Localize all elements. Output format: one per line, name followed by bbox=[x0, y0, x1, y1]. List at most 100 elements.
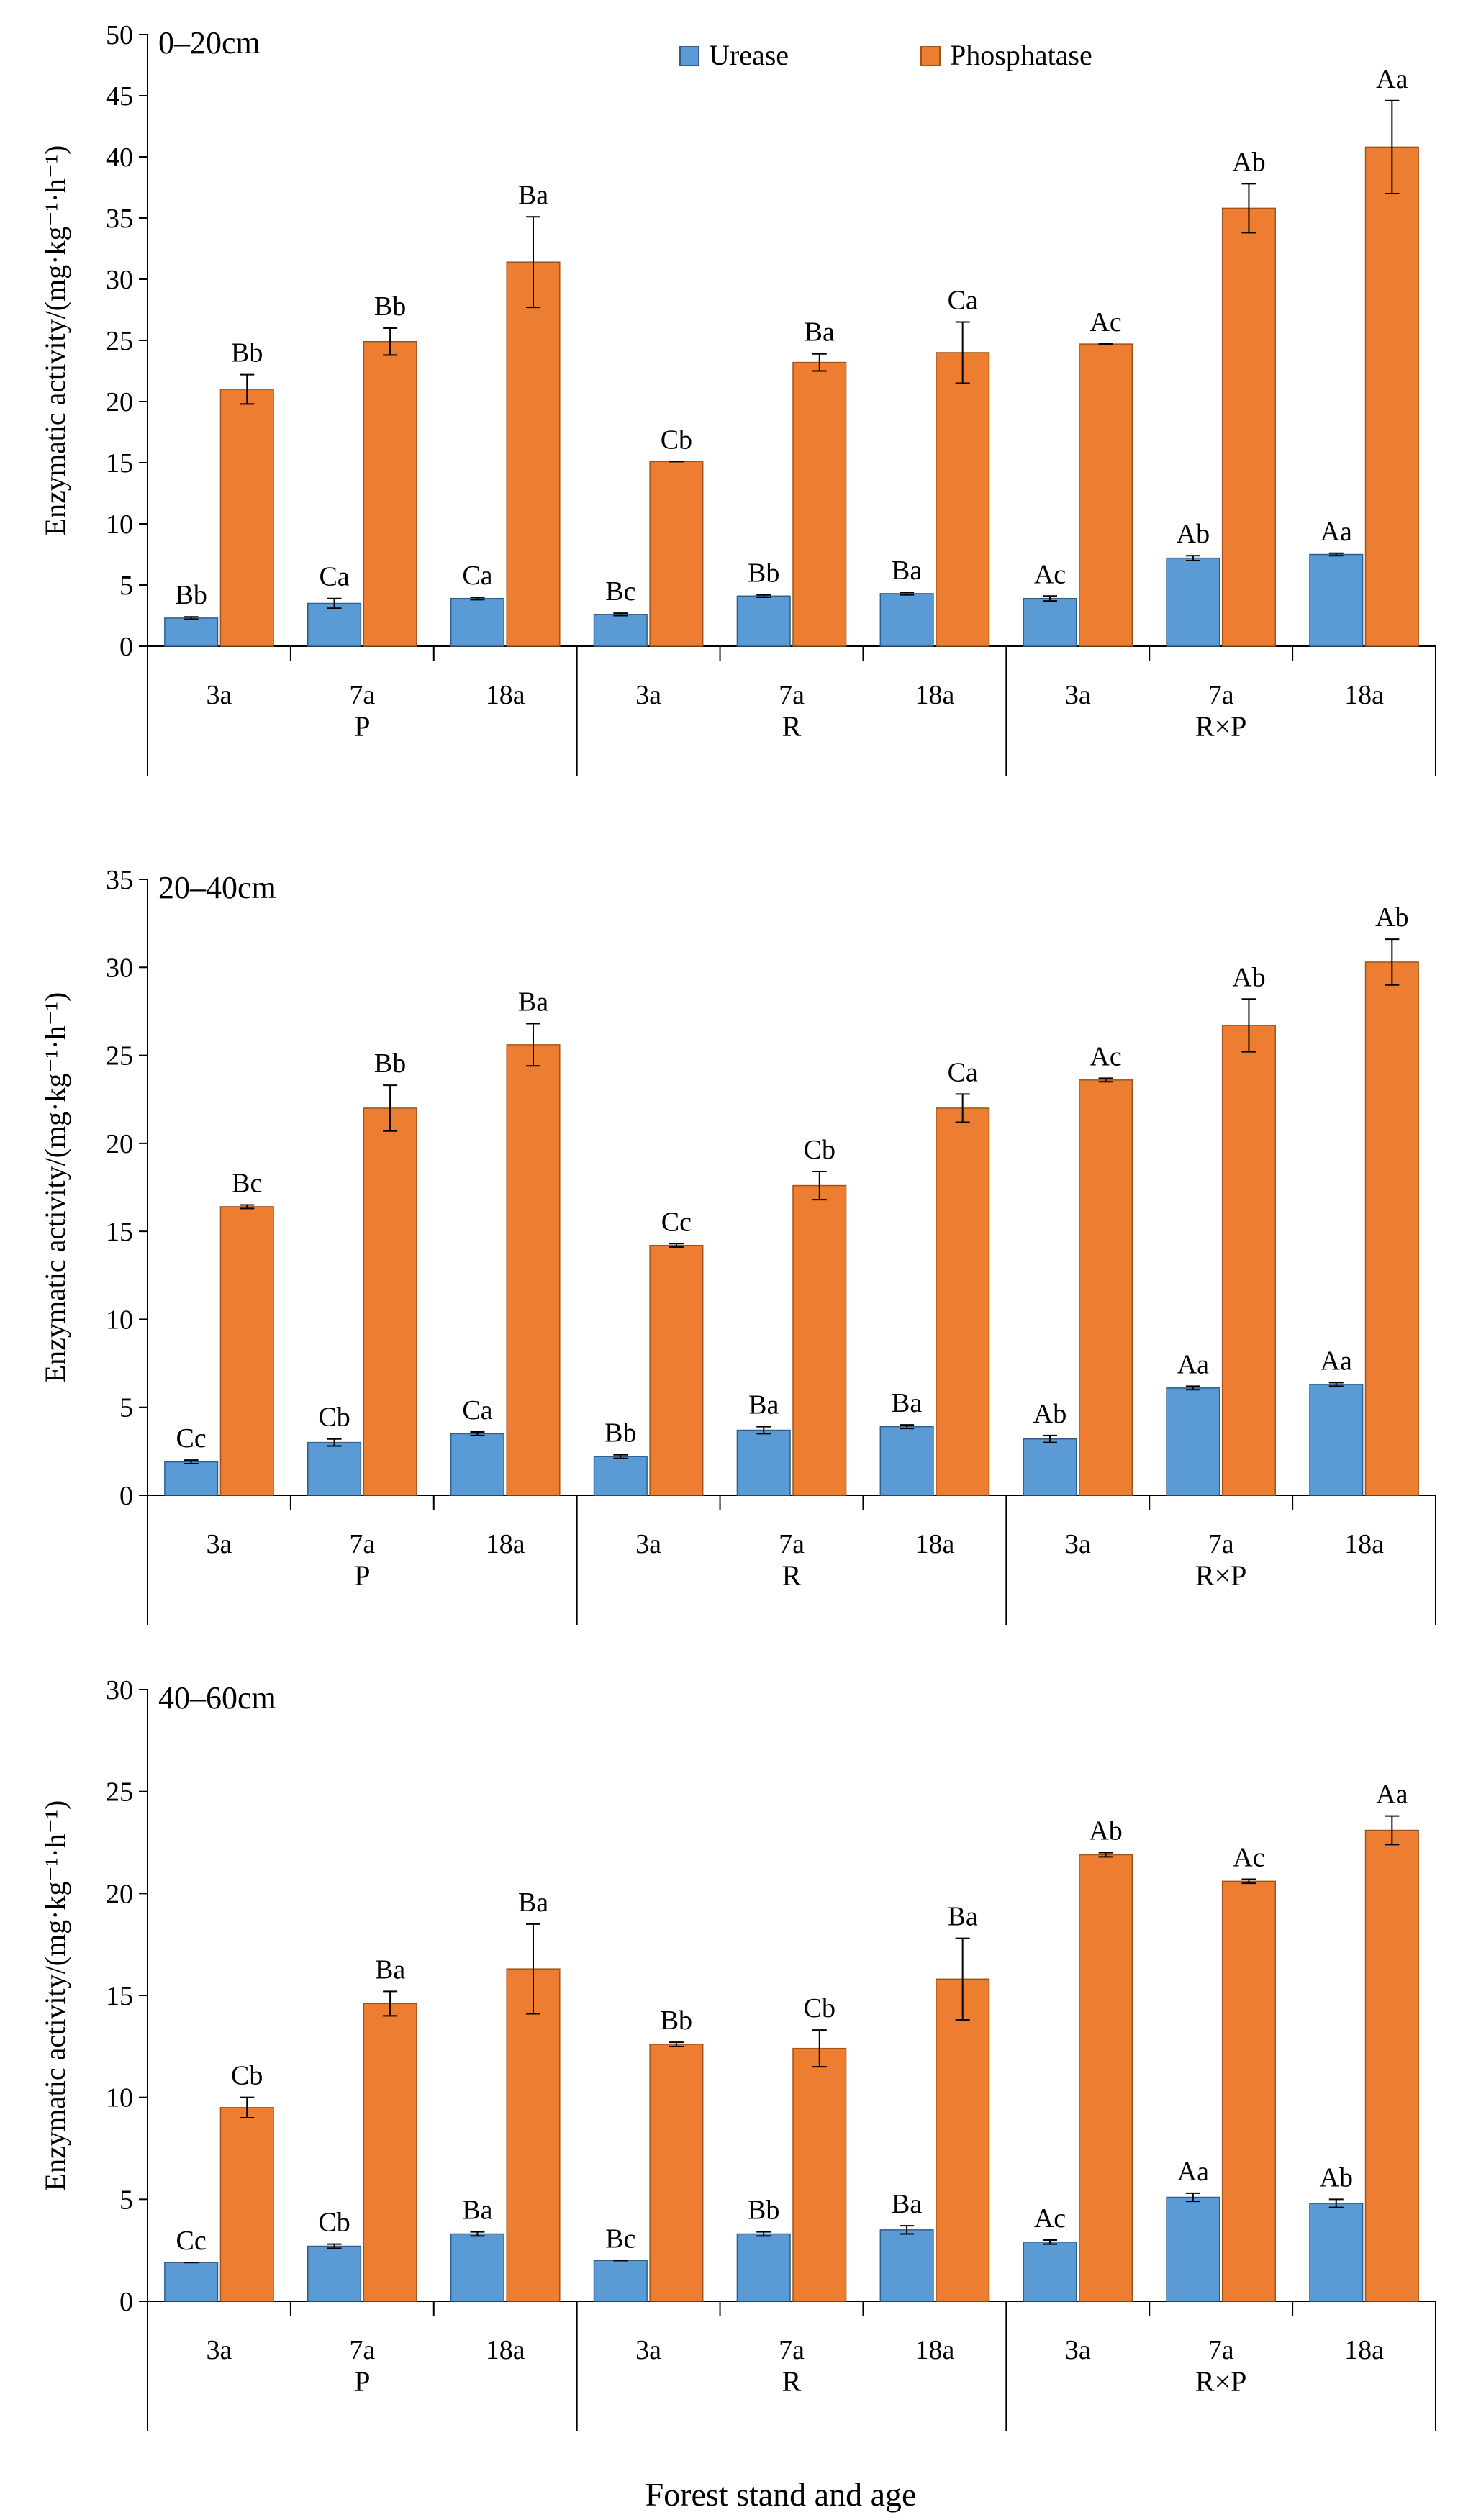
x-tick-label: 7a bbox=[1208, 1529, 1234, 1559]
y-tick-label: 0 bbox=[119, 1481, 133, 1511]
significance-label: Ba bbox=[948, 1902, 978, 1932]
y-axis-label: Enzymatic activity/(mg·kg⁻¹·h⁻¹) bbox=[39, 1800, 71, 2191]
urease-bar bbox=[1023, 1438, 1077, 1496]
significance-label: Aa bbox=[1376, 64, 1408, 94]
urease-bar bbox=[593, 1456, 648, 1496]
significance-label: Ab bbox=[1089, 1816, 1122, 1846]
panel-title: 40–60cm bbox=[158, 1680, 276, 1715]
y-tick-label: 0 bbox=[119, 2287, 133, 2317]
y-tick-label: 15 bbox=[106, 1217, 133, 1247]
urease-bar bbox=[164, 2262, 219, 2302]
urease-bar bbox=[593, 614, 648, 647]
urease-bar bbox=[1309, 2203, 1364, 2302]
y-tick-label: 30 bbox=[106, 265, 133, 295]
x-tick-label: 18a bbox=[915, 680, 954, 710]
phosphatase-bar bbox=[649, 461, 704, 647]
x-tick-label: 3a bbox=[207, 680, 232, 710]
x-tick-label: 7a bbox=[779, 2335, 805, 2365]
y-tick-label: 20 bbox=[106, 1879, 133, 1909]
phosphatase-bar bbox=[506, 1968, 561, 2302]
phosphatase-bar bbox=[936, 1978, 990, 2302]
significance-label: Ab bbox=[1232, 962, 1265, 992]
phosphatase-bar bbox=[1221, 1880, 1276, 2302]
phosphatase-bar bbox=[1364, 961, 1419, 1496]
legend-swatch-urease bbox=[679, 46, 699, 66]
phosphatase-bar bbox=[1079, 1854, 1133, 2302]
phosphatase-bar bbox=[1221, 207, 1276, 647]
legend-label-urease: Urease bbox=[709, 39, 789, 71]
panel-title: 20–40cm bbox=[158, 870, 276, 905]
urease-bar bbox=[736, 1429, 791, 1496]
y-tick-label: 25 bbox=[106, 1041, 133, 1071]
x-tick-label: 3a bbox=[1065, 2335, 1091, 2365]
significance-label: Ab bbox=[1033, 1399, 1066, 1429]
significance-label: Bb bbox=[231, 338, 263, 368]
y-tick-label: 25 bbox=[106, 1777, 133, 1808]
x-tick-label: 18a bbox=[486, 680, 525, 710]
y-tick-label: 15 bbox=[106, 1981, 133, 2011]
x-tick-label: 3a bbox=[1065, 680, 1091, 710]
urease-bar bbox=[164, 1461, 219, 1496]
y-tick-label: 25 bbox=[106, 326, 133, 356]
phosphatase-bar bbox=[219, 1206, 274, 1496]
y-tick-label: 5 bbox=[119, 571, 133, 601]
x-tick-label: 18a bbox=[1344, 2335, 1384, 2365]
phosphatase-bar bbox=[792, 361, 847, 647]
group-label: R×P bbox=[1195, 1559, 1246, 1592]
significance-label: Ba bbox=[518, 1887, 548, 1918]
significance-label: Ba bbox=[892, 2189, 922, 2219]
y-tick-label: 10 bbox=[106, 2083, 133, 2113]
phosphatase-bar bbox=[1079, 1079, 1133, 1496]
significance-label: Ac bbox=[1090, 307, 1121, 337]
significance-label: Ab bbox=[1320, 2162, 1353, 2193]
significance-label: Ba bbox=[748, 1390, 779, 1420]
significance-label: Cb bbox=[661, 425, 692, 455]
significance-label: Ca bbox=[948, 1057, 978, 1087]
significance-label: Cc bbox=[176, 2226, 207, 2256]
significance-label: Bc bbox=[232, 1168, 262, 1198]
urease-bar bbox=[164, 617, 219, 647]
x-axis-title: Forest stand and age bbox=[646, 2476, 917, 2513]
phosphatase-bar bbox=[1221, 1025, 1276, 1496]
x-tick-label: 3a bbox=[635, 2335, 661, 2365]
significance-label: Ac bbox=[1034, 559, 1066, 589]
phosphatase-bar bbox=[1079, 343, 1133, 647]
y-tick-label: 50 bbox=[106, 20, 133, 50]
legend: Urease Phosphatase bbox=[679, 39, 1092, 71]
significance-label: Ba bbox=[805, 317, 835, 348]
y-tick-label: 10 bbox=[106, 509, 133, 540]
phosphatase-bar bbox=[363, 2003, 417, 2302]
x-tick-label: 18a bbox=[915, 1529, 954, 1559]
significance-label: Ab bbox=[1232, 147, 1265, 177]
significance-label: Aa bbox=[1321, 1346, 1352, 1376]
phosphatase-bar bbox=[649, 1244, 704, 1496]
y-tick-label: 45 bbox=[106, 81, 133, 112]
significance-label: Ca bbox=[462, 1395, 492, 1426]
x-tick-label: 3a bbox=[207, 2335, 232, 2365]
group-label: P bbox=[354, 710, 370, 743]
phosphatase-bar bbox=[506, 261, 561, 647]
significance-label: Bc bbox=[605, 2224, 635, 2254]
x-tick-label: 7a bbox=[779, 1529, 805, 1559]
phosphatase-bar bbox=[792, 2047, 847, 2302]
urease-bar bbox=[1309, 1384, 1364, 1496]
urease-bar bbox=[593, 2260, 648, 2302]
x-tick-label: 3a bbox=[1065, 1529, 1091, 1559]
y-tick-label: 35 bbox=[106, 204, 133, 234]
x-tick-label: 3a bbox=[635, 680, 661, 710]
group-label: R bbox=[782, 1559, 802, 1592]
x-tick-label: 18a bbox=[486, 2335, 525, 2365]
significance-label: Ac bbox=[1034, 2203, 1066, 2234]
phosphatase-bar bbox=[792, 1184, 847, 1496]
y-tick-label: 30 bbox=[106, 1675, 133, 1705]
urease-bar bbox=[1023, 597, 1077, 647]
significance-label: Ac bbox=[1233, 1843, 1264, 1873]
urease-bar bbox=[307, 1441, 362, 1496]
significance-label: Cc bbox=[176, 1423, 207, 1454]
urease-bar bbox=[1166, 2196, 1220, 2302]
significance-label: Ca bbox=[948, 286, 978, 316]
legend-label-phosphatase: Phosphatase bbox=[950, 39, 1092, 71]
y-tick-label: 20 bbox=[106, 387, 133, 417]
significance-label: Bb bbox=[374, 1048, 406, 1079]
urease-bar bbox=[450, 2233, 504, 2302]
